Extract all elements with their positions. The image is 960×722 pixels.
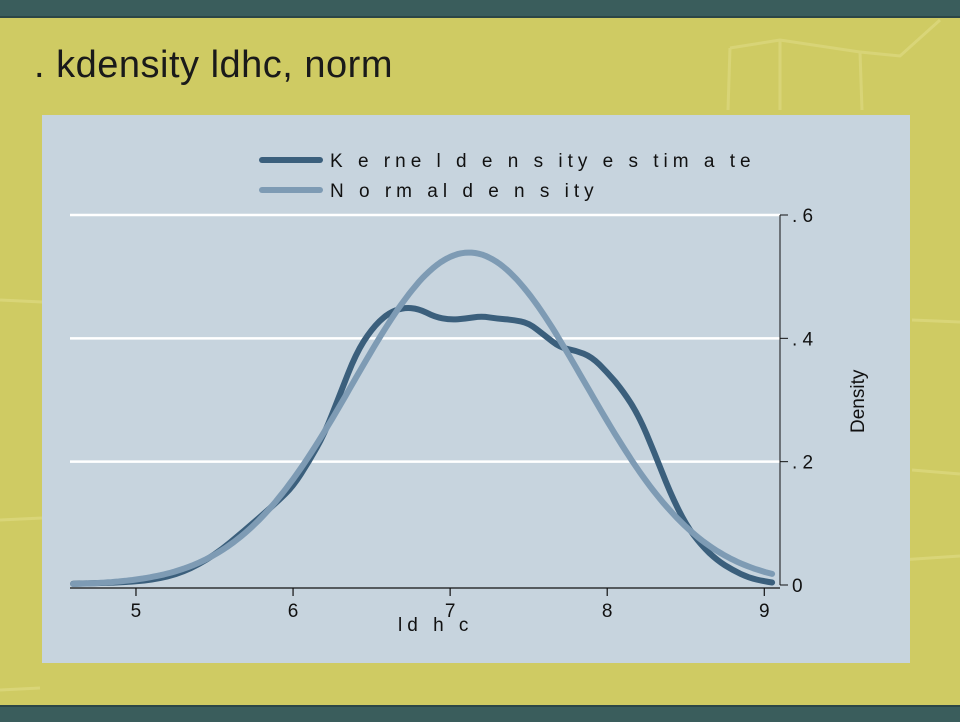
slide-title: . kdensity ldhc, norm xyxy=(34,44,393,86)
legend-label: N o rm al d e n s ity xyxy=(330,181,599,202)
legend-label: K e rne l d e n s ity e s tim a te xyxy=(330,151,756,172)
x-tick-label: 9 xyxy=(759,601,770,622)
top-bar xyxy=(0,0,960,18)
y-tick-label: 0 xyxy=(792,576,803,597)
x-tick-label: 8 xyxy=(602,601,613,622)
chart-panel: 0 . 2 . 4 . 6 5 6 7 8 9 K e rne l d e n s ity e … xyxy=(42,115,910,663)
bottom-bar xyxy=(0,705,960,722)
x-axis-label: ld h c xyxy=(398,615,473,636)
density-chart: 0 . 2 . 4 . 6 5 6 7 8 9 K e rne l d e n s ity e … xyxy=(70,151,869,636)
y-tick-label: . 2 xyxy=(792,453,813,474)
x-tick-label: 5 xyxy=(131,601,142,622)
y-tick-label: . 4 xyxy=(792,329,814,350)
x-tick-label: 6 xyxy=(288,601,299,622)
y-axis-label: Density xyxy=(848,369,869,433)
normal-density-line xyxy=(70,249,776,587)
x-tick-label: 7 xyxy=(445,601,456,622)
kernel-density-line xyxy=(70,305,776,587)
y-tick-label: . 6 xyxy=(792,206,813,227)
